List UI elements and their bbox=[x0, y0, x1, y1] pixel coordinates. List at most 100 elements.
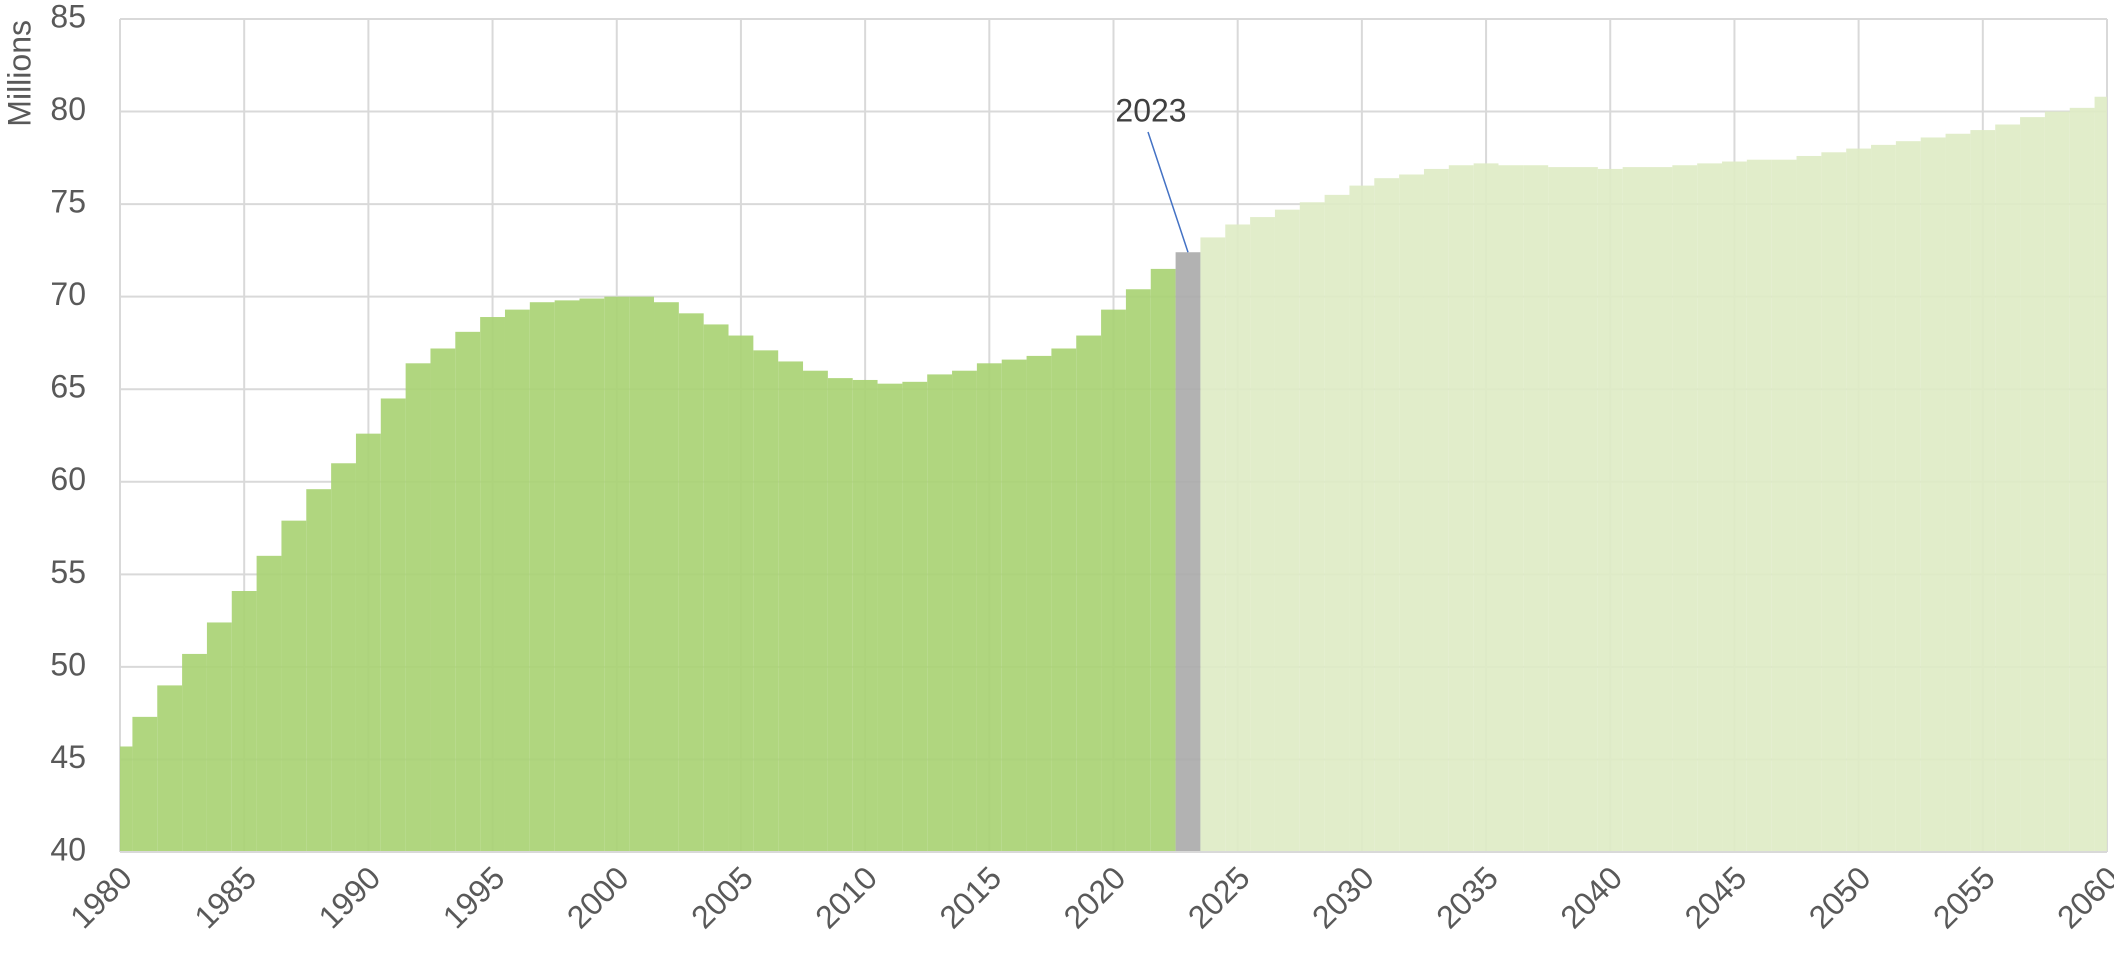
bar bbox=[1746, 159, 1772, 852]
bar bbox=[678, 313, 704, 852]
bar bbox=[380, 398, 406, 852]
x-tick-label: 2025 bbox=[1181, 859, 1257, 935]
bar bbox=[1895, 141, 1921, 852]
bar bbox=[2020, 117, 2045, 852]
bar bbox=[803, 370, 828, 852]
annotation-leader bbox=[1147, 131, 1189, 253]
bar bbox=[1945, 133, 1971, 852]
x-tick-label: 2030 bbox=[1305, 859, 1381, 935]
y-tick-label: 80 bbox=[50, 91, 86, 127]
bar bbox=[1796, 155, 1822, 852]
bar bbox=[1101, 309, 1126, 852]
bar bbox=[182, 653, 207, 852]
bar bbox=[604, 296, 630, 853]
bar bbox=[504, 309, 530, 852]
bar bbox=[1225, 224, 1251, 852]
y-tick-label: 65 bbox=[50, 369, 86, 405]
bar bbox=[1423, 168, 1449, 852]
x-tick-label: 2050 bbox=[1802, 859, 1878, 935]
x-tick-label: 2045 bbox=[1678, 859, 1754, 935]
bar bbox=[1299, 202, 1325, 852]
bar bbox=[877, 383, 903, 852]
bar bbox=[1125, 289, 1151, 852]
bar bbox=[703, 324, 729, 852]
bar bbox=[976, 363, 1002, 852]
bar bbox=[1622, 167, 1648, 853]
bar bbox=[120, 746, 133, 852]
bar bbox=[1771, 159, 1797, 852]
bar bbox=[554, 300, 580, 852]
x-tick-label: 2035 bbox=[1429, 859, 1505, 935]
bar bbox=[1970, 130, 1996, 853]
bar bbox=[2044, 111, 2070, 853]
bar bbox=[1399, 174, 1424, 852]
y-axis-title: Millions bbox=[1, 20, 37, 127]
bar bbox=[480, 317, 505, 852]
x-tick-label: 2055 bbox=[1926, 859, 2002, 935]
bar bbox=[1498, 165, 1524, 852]
bar bbox=[1051, 348, 1077, 852]
x-tick-label: 2010 bbox=[808, 859, 884, 935]
bar bbox=[1548, 167, 1573, 853]
x-tick-label: 2060 bbox=[2050, 859, 2114, 935]
bar bbox=[778, 361, 804, 852]
x-tick-label: 2040 bbox=[1553, 859, 1629, 935]
bar bbox=[355, 433, 381, 852]
bar bbox=[455, 331, 481, 852]
bar bbox=[1448, 165, 1474, 852]
bar bbox=[1871, 144, 1896, 852]
bar bbox=[256, 555, 282, 852]
y-tick-label: 70 bbox=[50, 276, 86, 312]
x-tick-label: 1990 bbox=[312, 859, 388, 935]
x-tick-label: 2005 bbox=[684, 859, 760, 935]
bar bbox=[1672, 165, 1698, 852]
bar bbox=[529, 302, 555, 853]
bar bbox=[1920, 137, 1946, 852]
bar bbox=[952, 370, 977, 852]
bar bbox=[231, 590, 257, 852]
x-tick-label: 2000 bbox=[560, 859, 636, 935]
bar bbox=[132, 716, 158, 852]
y-tick-label: 75 bbox=[50, 184, 86, 220]
bar bbox=[1001, 359, 1027, 852]
bar bbox=[331, 463, 356, 852]
bar bbox=[1473, 163, 1499, 853]
x-tick-label: 1980 bbox=[63, 859, 139, 935]
bar bbox=[1846, 148, 1872, 853]
y-tick-label: 40 bbox=[50, 831, 86, 867]
bar bbox=[579, 298, 605, 852]
bar bbox=[405, 363, 431, 852]
bar bbox=[1200, 237, 1226, 853]
bar bbox=[2069, 107, 2095, 852]
bar bbox=[902, 381, 928, 852]
bar bbox=[2094, 96, 2107, 853]
bar bbox=[1697, 163, 1723, 853]
bar bbox=[753, 350, 779, 852]
bar bbox=[1026, 355, 1052, 852]
bar bbox=[927, 374, 953, 852]
bar bbox=[1349, 185, 1375, 853]
bar bbox=[1821, 152, 1847, 852]
bar bbox=[629, 296, 655, 853]
bar bbox=[1722, 161, 1747, 853]
x-tick-label: 2020 bbox=[1057, 859, 1133, 935]
x-tick-label: 2015 bbox=[932, 859, 1008, 935]
bar bbox=[1374, 178, 1400, 852]
bar bbox=[206, 622, 232, 852]
bar bbox=[1647, 167, 1673, 853]
bar bbox=[852, 379, 878, 852]
bar bbox=[1274, 209, 1300, 853]
bar bbox=[1995, 124, 2021, 853]
annotation: 2023 bbox=[1115, 92, 1186, 128]
bar bbox=[1324, 194, 1350, 852]
y-tick-label: 55 bbox=[50, 554, 86, 590]
y-tick-label: 60 bbox=[50, 461, 86, 497]
bar bbox=[654, 302, 679, 853]
bar bbox=[281, 520, 307, 852]
bar bbox=[1597, 168, 1623, 852]
y-tick-label: 50 bbox=[50, 646, 86, 682]
bar bbox=[827, 378, 853, 852]
bar bbox=[1076, 335, 1102, 852]
bar bbox=[430, 348, 456, 852]
